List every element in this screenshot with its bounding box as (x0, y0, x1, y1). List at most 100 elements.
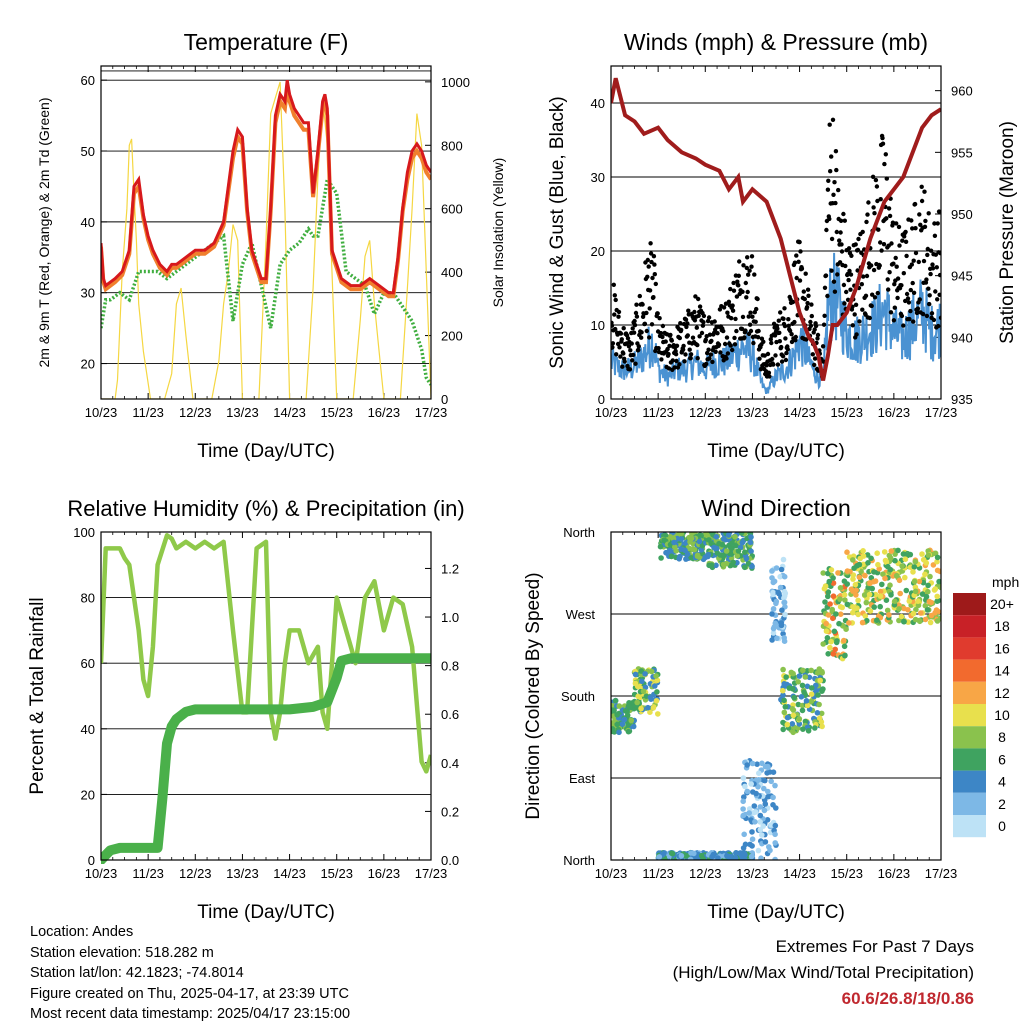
gust-point (660, 323, 666, 329)
gust-point (786, 323, 791, 328)
gust-point (900, 238, 905, 243)
direction-point (770, 794, 776, 801)
direction-point (896, 577, 903, 584)
direction-point (831, 628, 838, 635)
direction-tick-label: West (566, 607, 596, 622)
direction-point (859, 619, 866, 626)
direction-point (654, 689, 660, 695)
gust-point (841, 211, 846, 217)
gust-point (917, 297, 922, 302)
gust-point (611, 282, 616, 287)
gust-point (825, 187, 831, 192)
legend-label: 16 (994, 640, 1010, 656)
temperature-xtick-label: 10/23 (85, 405, 118, 420)
direction-point (861, 592, 868, 598)
gust-point (865, 212, 870, 217)
direction-point (748, 548, 754, 555)
direction-point (927, 619, 934, 626)
gust-point (831, 192, 836, 197)
humidity-xtick-label: 13/23 (226, 866, 259, 881)
direction-point (780, 692, 786, 698)
direction-point (682, 853, 689, 859)
direction-point (653, 673, 659, 679)
series-temp-2m (101, 79, 431, 295)
direction-point (830, 580, 837, 586)
temperature-y2tick-label: 200 (441, 329, 463, 344)
gust-point (871, 205, 876, 210)
direction-point (682, 547, 688, 554)
gust-point (829, 268, 834, 273)
direction-point (694, 553, 701, 559)
direction-point (905, 607, 911, 613)
gust-point (917, 212, 922, 217)
gust-point (680, 347, 686, 352)
gust-point (651, 254, 657, 259)
winds-y2tick-label: 950 (951, 207, 973, 222)
gust-point (797, 278, 803, 283)
direction-point (855, 611, 861, 618)
gust-point (716, 342, 722, 347)
direction-point (844, 601, 851, 608)
gust-point (909, 262, 914, 267)
gust-point (653, 281, 658, 287)
direction-point (837, 611, 844, 617)
direction-point (789, 686, 796, 692)
humidity-y2tick-label: 0.6 (441, 707, 459, 722)
gust-point (926, 211, 931, 216)
gust-point (636, 344, 641, 349)
gust-point (715, 331, 720, 336)
direction-point (835, 570, 841, 576)
gust-point (757, 356, 762, 361)
direction-point (781, 697, 787, 704)
direction-point (820, 570, 826, 576)
gust-point (827, 122, 832, 127)
direction-point (896, 617, 902, 624)
winds-y2tick-label: 940 (951, 330, 973, 345)
gust-point (833, 200, 838, 206)
direction-point (848, 586, 855, 592)
temperature-y2tick-label: 600 (441, 202, 463, 217)
gust-point (630, 358, 635, 363)
gust-point (774, 339, 779, 345)
gust-point (911, 290, 917, 295)
gust-point (920, 311, 926, 317)
temperature-xtick-label: 11/23 (132, 405, 164, 420)
gust-point (837, 238, 842, 243)
gust-point (936, 209, 941, 214)
gust-point (908, 287, 913, 293)
gust-point (918, 222, 923, 227)
gust-point (776, 318, 781, 323)
gust-point (895, 295, 900, 301)
gust-point (860, 307, 865, 312)
temperature-xtick-label: 13/23 (226, 405, 259, 420)
direction-point (906, 598, 913, 604)
direction-point (755, 784, 761, 790)
gust-point (913, 226, 918, 231)
humidity-xtick-label: 12/23 (179, 866, 212, 881)
gust-point (686, 308, 691, 313)
direction-point (836, 620, 842, 627)
direction-point (689, 532, 695, 537)
humidity-ytick-label: 20 (81, 787, 95, 802)
direction-point (748, 534, 754, 540)
gust-point (743, 280, 748, 286)
gust-point (838, 218, 844, 223)
gust-point (640, 302, 645, 307)
direction-point (638, 705, 644, 712)
direction-panel: Wind Direction Time (Day/UTC) Direction (C… (523, 495, 957, 923)
gust-point (794, 275, 799, 281)
direction-point (883, 558, 890, 564)
direction-point (723, 548, 730, 554)
gust-point (725, 310, 730, 315)
direction-point (912, 558, 919, 565)
direction-point (923, 593, 930, 600)
gust-point (755, 296, 760, 302)
gust-point (932, 233, 938, 238)
direction-point (674, 535, 681, 542)
gust-point (614, 352, 619, 357)
gust-point (849, 253, 854, 258)
direction-point (790, 729, 796, 736)
direction-point (656, 854, 663, 860)
direction-point (896, 606, 902, 612)
direction-point (799, 682, 806, 689)
